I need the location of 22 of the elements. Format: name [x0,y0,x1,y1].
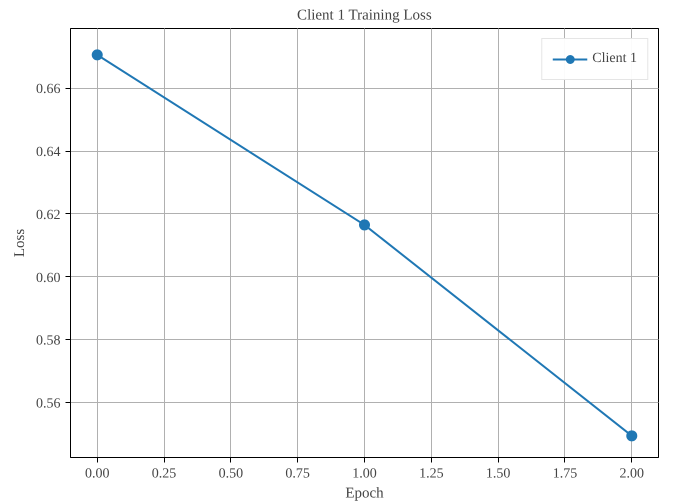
chart-title: Client 1 Training Loss [297,8,432,24]
y-tick-label: 0.60 [36,270,60,286]
y-tick-label: 0.56 [36,396,60,412]
y-tick-label: 0.66 [36,82,60,98]
x-tick-label: 1.50 [486,466,510,482]
x-tick-label: 1.75 [552,466,578,482]
legend-label: Client 1 [592,51,637,67]
y-tick-label: 0.64 [36,145,60,160]
point [92,49,103,60]
x-axis-title: Epoch [345,486,384,502]
point [359,219,370,230]
x-tick-label: 0.75 [285,466,310,482]
x-tick-label: 2.00 [620,466,644,482]
y-tick-label: 0.62 [36,208,60,223]
x-tick-label: 1.00 [352,466,377,482]
x-tick-label: 0.25 [152,466,176,482]
x-tick-label: 0.50 [218,466,244,482]
x-tick-label: 1.25 [419,466,444,482]
point [626,430,638,442]
y-axis-title: Loss [12,228,28,258]
y-tick-label: 0.58 [36,334,60,349]
x-tick-label: 0.00 [84,466,110,482]
